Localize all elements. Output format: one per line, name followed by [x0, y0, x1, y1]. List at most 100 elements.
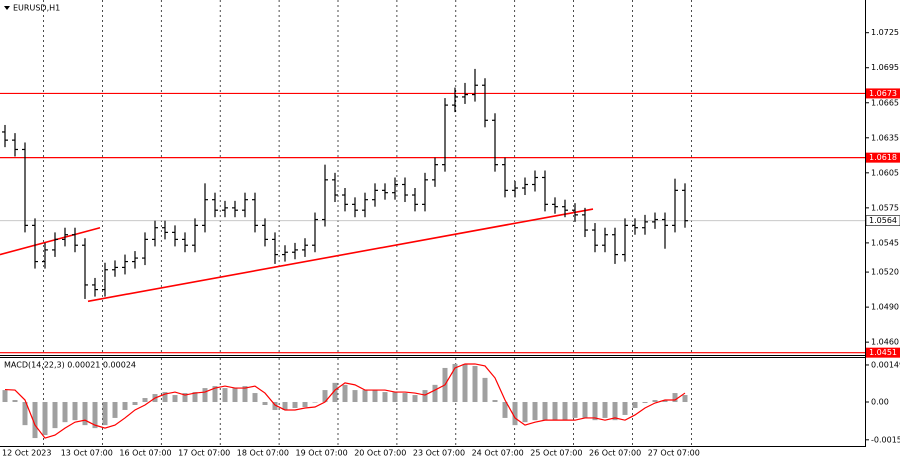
macd-bar [42, 402, 48, 436]
macd-bar [142, 398, 148, 403]
y-tick-label: 0.00 [871, 398, 889, 407]
macd-bar [672, 393, 678, 403]
macd-bar [572, 402, 578, 418]
macd-bar [562, 402, 568, 421]
macd-bar [492, 400, 498, 403]
level-tag [866, 347, 900, 358]
macd-bar [592, 402, 598, 421]
x-tick-label: 16 Oct 07:00 [119, 449, 171, 458]
macd-bar [362, 390, 368, 403]
macd-bar [602, 402, 608, 418]
macd-bar [482, 377, 488, 403]
macd-bar [202, 388, 208, 403]
macd-bar [552, 402, 558, 421]
macd-bar [652, 400, 658, 403]
macd-bar [382, 392, 388, 403]
macd-bar [342, 384, 348, 403]
macd-bar [2, 390, 8, 403]
signal-line [4, 363, 686, 439]
macd-bar [462, 363, 468, 403]
macd-bar [642, 402, 648, 404]
macd-bar [312, 402, 318, 403]
macd-bar [522, 402, 528, 423]
x-tick-label: 17 Oct 07:00 [178, 449, 230, 458]
symbol-title: EURUSD,H1 [13, 4, 60, 13]
macd-bar [82, 402, 88, 426]
macd-bar [222, 388, 228, 403]
current-price-label: 1.0564 [869, 216, 897, 225]
symbol-icon [4, 6, 10, 10]
y-tick-label: 1.0460 [871, 338, 899, 347]
macd-bar [32, 402, 38, 439]
x-tick-label: 27 Oct 07:00 [648, 449, 700, 458]
macd-bar [662, 400, 668, 403]
macd-bar [472, 365, 478, 403]
macd-bar [232, 388, 238, 403]
macd-bar [172, 395, 178, 403]
macd-bar [512, 402, 518, 426]
y-tick-label: 1.0635 [871, 133, 899, 142]
macd-bar [532, 402, 538, 421]
macd-bar [282, 402, 288, 410]
macd-bar [12, 400, 18, 403]
macd-bar [412, 395, 418, 403]
y-tick-label: 1.0520 [871, 268, 899, 277]
macd-bar [272, 402, 278, 410]
macd-bar [292, 402, 298, 408]
level-tag [866, 88, 900, 99]
x-tick-label: 18 Oct 07:00 [237, 449, 289, 458]
current-price-tag [865, 215, 900, 227]
y-tick-label: 1.0490 [871, 303, 899, 312]
macd-bar [542, 402, 548, 421]
macd-bar [212, 386, 218, 403]
y-tick-label: 1.0695 [871, 63, 899, 72]
macd-bar [72, 402, 78, 421]
level-label: 1.0451 [869, 348, 897, 357]
x-tick-label: 20 Oct 07:00 [354, 449, 406, 458]
y-tick-label: 1.0575 [871, 203, 899, 212]
y-tick-label: 1.0605 [871, 168, 899, 177]
x-tick-label: 25 Oct 07:00 [530, 449, 582, 458]
macd-bar [422, 390, 428, 403]
y-tick-label: 0.00149 [871, 360, 900, 369]
macd-title: MACD(14,22,3) 0.00021 0.00024 [4, 361, 136, 370]
y-tick-label: -0.00152 [871, 435, 900, 444]
x-tick-label: 13 Oct 07:00 [61, 449, 113, 458]
macd-bar [392, 392, 398, 403]
trend-line [0, 226, 101, 256]
y-tick-label: 1.0545 [871, 238, 899, 247]
macd-bar [122, 402, 128, 410]
macd-bar [622, 402, 628, 415]
macd-bar [192, 392, 198, 403]
macd-bar [612, 402, 618, 421]
macd-bar [372, 390, 378, 403]
macd-bar [632, 402, 638, 408]
macd-bar [402, 393, 408, 403]
macd-bar [92, 402, 98, 429]
macd-bar [22, 402, 28, 426]
macd-bar [132, 402, 138, 405]
y-tick-label: 1.0665 [871, 98, 899, 107]
macd-bar [102, 402, 108, 426]
macd-bar [352, 390, 358, 403]
macd-bar [112, 402, 118, 418]
macd-bar [432, 384, 438, 403]
macd-bar [502, 402, 508, 418]
macd-bar [252, 393, 258, 403]
macd-bar [682, 395, 688, 403]
macd-bar [242, 386, 248, 403]
macd-bar [582, 402, 588, 418]
x-tick-label: 23 Oct 07:00 [413, 449, 465, 458]
macd-bar [62, 402, 68, 423]
x-tick-label: 12 Oct 2023 [2, 449, 51, 458]
macd-bar [332, 382, 338, 403]
macd-bar [302, 402, 308, 407]
trend-line [87, 208, 594, 303]
level-label: 1.0618 [869, 153, 897, 162]
x-tick-label: 19 Oct 07:00 [296, 449, 348, 458]
macd-bar [162, 392, 168, 403]
macd-bar [452, 363, 458, 403]
y-tick-label: 1.0725 [871, 28, 899, 37]
